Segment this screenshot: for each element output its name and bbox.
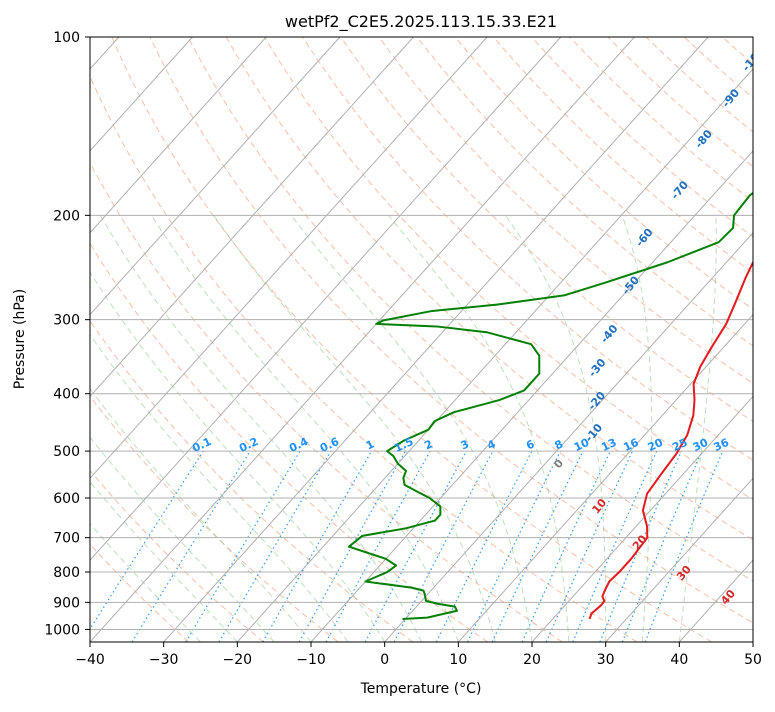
x-tick-label: −30	[149, 652, 179, 668]
y-axis-label: Pressure (hPa)	[12, 289, 28, 389]
y-tick-label: 1000	[44, 622, 80, 638]
y-tick-label: 700	[53, 531, 80, 547]
chart-title: wetPf2_C2E5.2025.113.15.33.E21	[285, 12, 557, 32]
x-tick-label: −20	[223, 652, 253, 668]
y-tick-label: 800	[53, 565, 80, 581]
y-tick-label: 200	[53, 208, 80, 224]
y-tick-label: 600	[53, 491, 80, 507]
x-tick-label: 20	[523, 652, 541, 668]
y-tick-label: 900	[53, 595, 80, 611]
x-tick-label: −40	[75, 652, 105, 668]
x-tick-label: 50	[744, 652, 762, 668]
y-tick-label: 300	[53, 313, 80, 329]
y-tick-label: 100	[53, 30, 80, 46]
x-tick-label: 40	[670, 652, 688, 668]
x-tick-label: 30	[597, 652, 615, 668]
x-tick-label: −10	[296, 652, 326, 668]
y-tick-label: 400	[53, 387, 80, 403]
y-tick-label: 500	[53, 444, 80, 460]
x-axis-label: Temperature (°C)	[360, 681, 482, 697]
x-tick-label: 0	[380, 652, 389, 668]
x-tick-label: 10	[449, 652, 467, 668]
